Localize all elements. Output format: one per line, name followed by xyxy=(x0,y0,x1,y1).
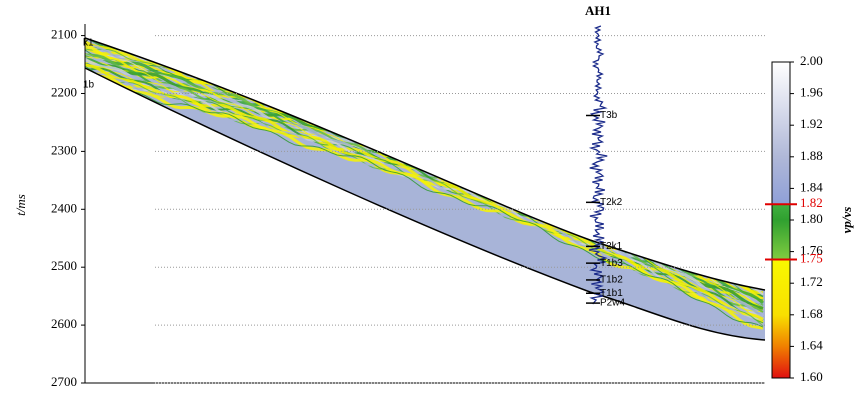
well-log xyxy=(588,25,608,305)
texture-stripe xyxy=(85,38,764,291)
horizon-label: P2w4 xyxy=(600,298,625,309)
colorbar-tick-label: 1.84 xyxy=(800,179,823,194)
colorbar-tick-label: 1.68 xyxy=(800,306,823,321)
texture-stripe xyxy=(85,73,764,328)
colorbar xyxy=(771,61,791,379)
colorbar-tick-label: 1.64 xyxy=(800,337,823,352)
colorbar-highlight-label: 1.75 xyxy=(800,250,823,265)
y-tick-label: 2200 xyxy=(51,84,77,99)
well-title: AH1 xyxy=(585,3,611,18)
colorbar-tick-label: 1.88 xyxy=(800,148,823,163)
horizon-label: T1b2 xyxy=(600,275,623,286)
colorbar-label: vp/vs xyxy=(839,207,854,234)
colorbar-tick-label: 2.00 xyxy=(800,53,823,68)
bottom-boundary xyxy=(84,67,766,341)
y-tick-label: 2400 xyxy=(51,200,77,215)
y-axis-label: t/ms xyxy=(13,194,28,216)
colorbar-tick-label: 1.80 xyxy=(800,211,823,226)
colorbar-tick-label: 1.92 xyxy=(800,116,823,131)
edge-label: 1b xyxy=(83,79,95,90)
texture-stripe xyxy=(85,38,764,287)
y-tick-label: 2500 xyxy=(51,258,77,273)
y-tick-label: 2100 xyxy=(51,27,77,42)
colorbar-tick-label: 1.76 xyxy=(800,243,823,258)
texture-stripe xyxy=(85,38,764,286)
horizon-label: T3b xyxy=(600,110,618,121)
section-band xyxy=(85,38,765,340)
horizon-label: T2k1 xyxy=(600,241,623,252)
colorbar-tick-label: 1.96 xyxy=(800,85,823,100)
colorbar-tick-label: 1.60 xyxy=(800,369,823,384)
y-tick-label: 2700 xyxy=(51,374,77,389)
y-tick-label: 2600 xyxy=(51,316,77,331)
horizon-label: T2k2 xyxy=(600,197,623,208)
y-tick-label: 2300 xyxy=(51,142,77,157)
edge-label: k1 xyxy=(83,38,94,49)
colorbar-tick-label: 1.72 xyxy=(800,274,823,289)
horizon-label: T1b1 xyxy=(600,288,623,299)
colorbar-highlight-label: 1.82 xyxy=(800,195,823,210)
top-boundary xyxy=(84,37,766,291)
horizon-label: T1b3 xyxy=(600,258,623,269)
